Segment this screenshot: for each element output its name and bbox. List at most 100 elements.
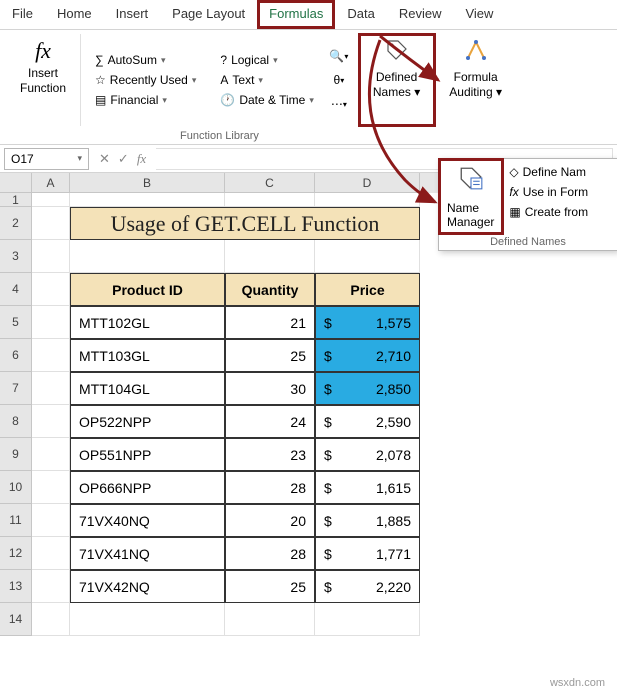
quantity-cell[interactable]: 28	[225, 537, 315, 570]
quantity-cell[interactable]: 28	[225, 471, 315, 504]
product-id-cell[interactable]: 71VX40NQ	[70, 504, 225, 537]
cell[interactable]	[32, 537, 70, 570]
date-time-button[interactable]: 🕐Date & Time▾	[216, 91, 318, 109]
col-header-a[interactable]: A	[32, 173, 70, 193]
price-cell[interactable]: $2,590	[315, 405, 420, 438]
col-header-c[interactable]: C	[225, 173, 315, 193]
cell[interactable]	[32, 240, 70, 273]
price-cell[interactable]: $2,850	[315, 372, 420, 405]
product-id-cell[interactable]: OP666NPP	[70, 471, 225, 504]
cell[interactable]	[32, 438, 70, 471]
cell[interactable]	[32, 372, 70, 405]
fx-icon[interactable]: fx	[137, 151, 146, 167]
row-header[interactable]: 9	[0, 438, 32, 471]
col-header-b[interactable]: B	[70, 173, 225, 193]
tab-page-layout[interactable]: Page Layout	[160, 0, 257, 29]
cell[interactable]	[225, 603, 315, 636]
product-id-cell[interactable]: MTT102GL	[70, 306, 225, 339]
price-cell[interactable]: $1,615	[315, 471, 420, 504]
logical-button[interactable]: ?Logical▾	[216, 51, 318, 69]
cell[interactable]	[32, 306, 70, 339]
col-header-d[interactable]: D	[315, 173, 420, 193]
tab-data[interactable]: Data	[335, 0, 386, 29]
cell[interactable]	[315, 603, 420, 636]
row-header[interactable]: 6	[0, 339, 32, 372]
quantity-cell[interactable]: 23	[225, 438, 315, 471]
cell[interactable]	[70, 603, 225, 636]
quantity-cell[interactable]: 21	[225, 306, 315, 339]
cell[interactable]	[32, 193, 70, 207]
quantity-cell[interactable]: 24	[225, 405, 315, 438]
tab-review[interactable]: Review	[387, 0, 454, 29]
row-header[interactable]: 1	[0, 193, 32, 207]
create-from-button[interactable]: ▦Create from	[505, 203, 592, 221]
cell[interactable]	[315, 240, 420, 273]
autosum-button[interactable]: ∑AutoSum▾	[91, 51, 200, 69]
price-cell[interactable]: $1,575	[315, 306, 420, 339]
quantity-cell[interactable]: 30	[225, 372, 315, 405]
define-name-button[interactable]: ◇Define Nam	[505, 163, 592, 181]
title-cell[interactable]: Usage of GET.CELL Function	[70, 207, 420, 240]
price-cell[interactable]: $2,220	[315, 570, 420, 603]
tab-formulas[interactable]: Formulas	[257, 0, 335, 29]
formula-auditing-button[interactable]: FormulaAuditing ▾	[443, 34, 508, 103]
lookup-button[interactable]: 🔍▾	[330, 47, 348, 65]
cell[interactable]	[225, 240, 315, 273]
price-cell[interactable]: $1,885	[315, 504, 420, 537]
price-cell[interactable]: $2,078	[315, 438, 420, 471]
select-all[interactable]	[0, 173, 32, 193]
text-button[interactable]: AText▾	[216, 71, 318, 89]
cell[interactable]	[70, 240, 225, 273]
cell[interactable]	[32, 273, 70, 306]
chevron-down-icon[interactable]: ▾	[77, 153, 82, 164]
insert-function-button[interactable]: fx InsertFunction	[14, 34, 72, 99]
product-id-cell[interactable]: MTT104GL	[70, 372, 225, 405]
enter-icon[interactable]: ✓	[118, 151, 129, 167]
product-id-cell[interactable]: OP551NPP	[70, 438, 225, 471]
row-header[interactable]: 3	[0, 240, 32, 273]
tab-view[interactable]: View	[453, 0, 505, 29]
table-header[interactable]: Quantity	[225, 273, 315, 306]
recently-used-button[interactable]: ☆Recently Used▾	[91, 71, 200, 89]
cell[interactable]	[32, 504, 70, 537]
row-header[interactable]: 4	[0, 273, 32, 306]
product-id-cell[interactable]: 71VX41NQ	[70, 537, 225, 570]
cell[interactable]	[70, 193, 225, 207]
name-manager-button[interactable]: NameManager	[439, 159, 503, 234]
product-id-cell[interactable]: MTT103GL	[70, 339, 225, 372]
row-header[interactable]: 8	[0, 405, 32, 438]
row-header[interactable]: 13	[0, 570, 32, 603]
name-box[interactable]: O17 ▾	[4, 148, 89, 170]
cell[interactable]	[315, 193, 420, 207]
cell[interactable]	[32, 405, 70, 438]
quantity-cell[interactable]: 25	[225, 570, 315, 603]
row-header[interactable]: 12	[0, 537, 32, 570]
row-header[interactable]: 10	[0, 471, 32, 504]
cell[interactable]	[32, 570, 70, 603]
defined-names-button[interactable]: DefinedNames ▾	[367, 34, 426, 103]
row-header[interactable]: 14	[0, 603, 32, 636]
cell[interactable]	[225, 193, 315, 207]
tab-file[interactable]: File	[0, 0, 45, 29]
tab-insert[interactable]: Insert	[104, 0, 161, 29]
cell[interactable]	[32, 471, 70, 504]
row-header[interactable]: 5	[0, 306, 32, 339]
product-id-cell[interactable]: OP522NPP	[70, 405, 225, 438]
cell[interactable]	[32, 339, 70, 372]
cell[interactable]	[32, 207, 70, 240]
product-id-cell[interactable]: 71VX42NQ	[70, 570, 225, 603]
row-header[interactable]: 2	[0, 207, 32, 240]
use-in-formula-button[interactable]: fxUse in Form	[505, 183, 592, 201]
row-header[interactable]: 7	[0, 372, 32, 405]
math-button[interactable]: θ▾	[330, 71, 348, 89]
row-header[interactable]: 11	[0, 504, 32, 537]
table-header[interactable]: Product ID	[70, 273, 225, 306]
financial-button[interactable]: ▤Financial▾	[91, 91, 200, 109]
cell[interactable]	[32, 603, 70, 636]
quantity-cell[interactable]: 25	[225, 339, 315, 372]
quantity-cell[interactable]: 20	[225, 504, 315, 537]
more-button[interactable]: ⋯▾	[330, 95, 348, 113]
price-cell[interactable]: $2,710	[315, 339, 420, 372]
price-cell[interactable]: $1,771	[315, 537, 420, 570]
cancel-icon[interactable]: ✕	[99, 151, 110, 167]
